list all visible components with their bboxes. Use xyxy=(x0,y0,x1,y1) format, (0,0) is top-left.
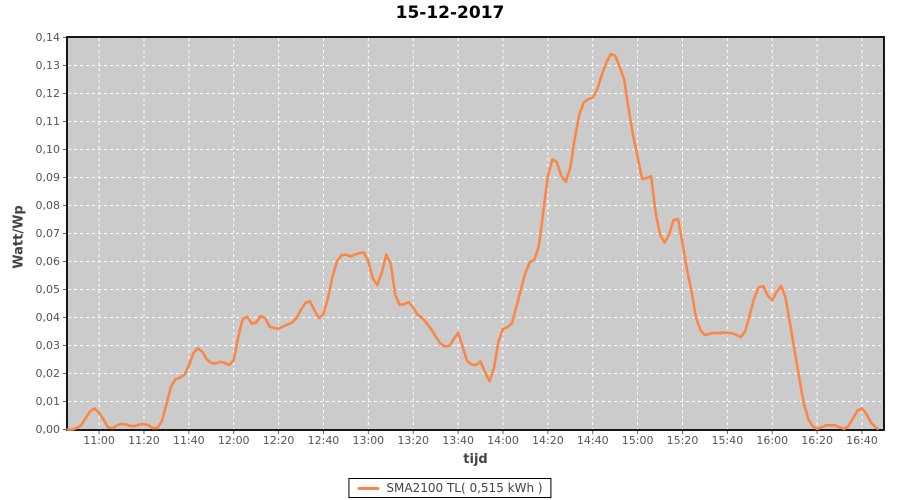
x-tick-label: 11:00 xyxy=(83,434,115,447)
y-tick-label: 0,10 xyxy=(35,143,61,156)
y-tick-label: 0,09 xyxy=(35,171,61,184)
x-tick-label: 14:40 xyxy=(576,434,609,447)
y-tick-label: 0,02 xyxy=(35,367,61,380)
x-axis-title: tijd xyxy=(463,452,488,467)
x-tick-label: 12:00 xyxy=(217,434,250,447)
legend: SMA2100 TL( 0,515 kWh ) xyxy=(348,478,552,498)
x-tick-label: 16:00 xyxy=(756,434,789,447)
legend-series-label: SMA2100 TL( 0,515 kWh ) xyxy=(386,481,543,495)
plot-border xyxy=(66,36,885,431)
x-tick-label: 11:20 xyxy=(128,434,160,447)
y-tick-label: 0,05 xyxy=(35,283,61,296)
x-tick-label: 15:40 xyxy=(711,434,744,447)
x-tick-label: 15:20 xyxy=(666,434,699,447)
x-tick-label: 16:40 xyxy=(846,434,878,447)
x-tick-label: 14:00 xyxy=(487,434,519,447)
x-tick-label: 11:40 xyxy=(172,434,205,447)
y-tick-label: 0,03 xyxy=(35,339,61,352)
x-tick-label: 16:20 xyxy=(801,434,833,447)
y-tick-label: 0,00 xyxy=(35,423,61,436)
x-tick-label: 12:20 xyxy=(262,434,295,447)
y-tick-label: 0,04 xyxy=(35,311,61,324)
y-tick-label: 0,14 xyxy=(35,31,61,44)
y-tick-label: 0,07 xyxy=(35,227,61,240)
y-tick-label: 0,01 xyxy=(35,395,61,408)
y-tick-label: 0,06 xyxy=(35,255,61,268)
y-tick-label: 0,11 xyxy=(35,115,61,128)
x-tick-label: 13:40 xyxy=(442,434,474,447)
legend-series-swatch xyxy=(357,486,380,490)
y-tick-label: 0,12 xyxy=(35,87,61,100)
x-tick-label: 14:20 xyxy=(532,434,564,447)
x-tick-label: 13:20 xyxy=(397,434,430,447)
y-tick-label: 0,13 xyxy=(35,59,61,72)
y-tick-label: 0,08 xyxy=(35,199,61,212)
series-line xyxy=(66,52,880,431)
x-tick-label: 15:00 xyxy=(621,434,654,447)
chart-title: 15-12-2017 xyxy=(395,3,505,23)
x-tick-label: 13:00 xyxy=(352,434,385,447)
x-tick-label: 12:40 xyxy=(307,434,340,447)
